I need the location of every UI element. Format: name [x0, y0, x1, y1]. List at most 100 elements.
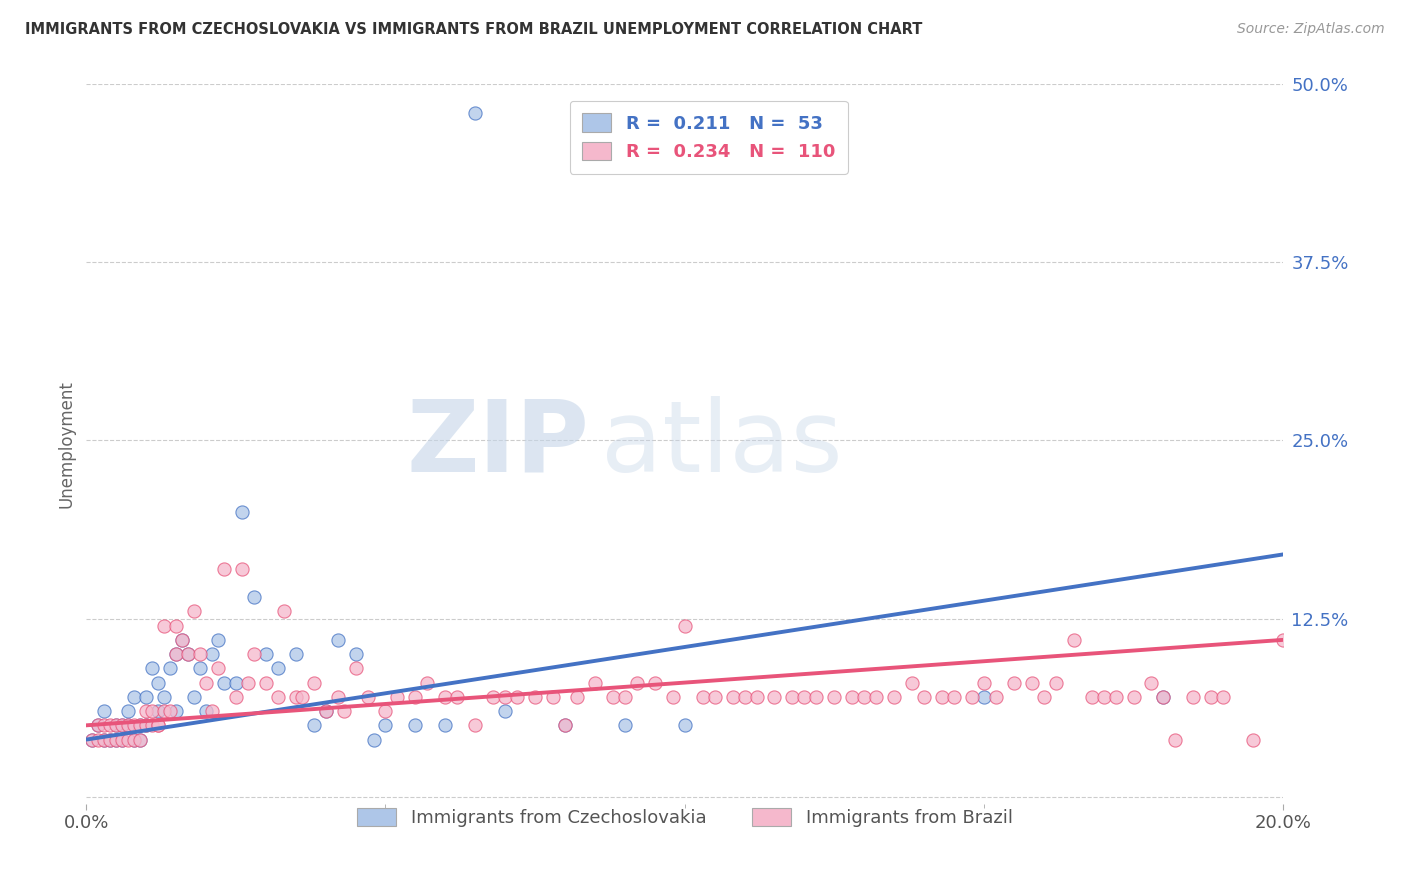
Point: [87, 718, 110, 732]
Point: [93, 704, 115, 718]
Point: [1201, 690, 1223, 704]
Point: [1104, 690, 1126, 704]
Point: [146, 718, 169, 732]
Point: [82, 732, 104, 747]
Point: [673, 718, 696, 732]
Point: [673, 618, 696, 632]
Point: [117, 704, 139, 718]
Point: [602, 690, 624, 704]
Point: [464, 718, 486, 732]
Point: [117, 718, 139, 732]
Point: [165, 704, 187, 718]
Point: [117, 718, 139, 732]
Point: [326, 632, 349, 647]
Point: [207, 632, 229, 647]
Point: [644, 675, 666, 690]
Point: [416, 675, 439, 690]
Point: [122, 690, 145, 704]
Point: [506, 690, 529, 704]
Point: [201, 704, 224, 718]
Point: [1140, 675, 1163, 690]
Point: [1122, 690, 1144, 704]
Point: [315, 704, 337, 718]
Point: [446, 690, 468, 704]
Point: [1182, 690, 1205, 704]
Point: [93, 732, 115, 747]
Point: [243, 647, 266, 661]
Point: [254, 675, 277, 690]
Point: [315, 704, 337, 718]
Point: [931, 690, 953, 704]
Point: [973, 675, 995, 690]
Point: [225, 675, 247, 690]
Point: [165, 647, 187, 661]
Text: ZIP: ZIP: [406, 395, 589, 492]
Point: [177, 647, 200, 661]
Point: [129, 718, 152, 732]
Point: [212, 675, 235, 690]
Point: [434, 690, 457, 704]
Point: [105, 732, 128, 747]
Legend: Immigrants from Czechoslovakia, Immigrants from Brazil: Immigrants from Czechoslovakia, Immigran…: [350, 800, 1019, 834]
Point: [141, 718, 163, 732]
Point: [541, 690, 564, 704]
Point: [912, 690, 935, 704]
Point: [1092, 690, 1115, 704]
Point: [153, 618, 176, 632]
Point: [1021, 675, 1043, 690]
Point: [387, 690, 409, 704]
Point: [734, 690, 756, 704]
Point: [231, 562, 253, 576]
Point: [122, 732, 145, 747]
Point: [901, 675, 924, 690]
Point: [183, 604, 205, 618]
Point: [806, 690, 828, 704]
Point: [434, 718, 457, 732]
Point: [129, 732, 152, 747]
Point: [93, 718, 115, 732]
Point: [356, 690, 378, 704]
Point: [146, 675, 169, 690]
Point: [745, 690, 768, 704]
Point: [1002, 675, 1025, 690]
Point: [146, 704, 169, 718]
Point: [703, 690, 725, 704]
Point: [105, 732, 128, 747]
Point: [159, 661, 181, 675]
Point: [793, 690, 815, 704]
Point: [284, 690, 307, 704]
Point: [129, 732, 152, 747]
Point: [404, 690, 426, 704]
Point: [494, 690, 516, 704]
Point: [267, 661, 290, 675]
Point: [135, 704, 157, 718]
Point: [960, 690, 983, 704]
Point: [613, 718, 636, 732]
Point: [111, 718, 134, 732]
Point: [374, 718, 396, 732]
Point: [494, 704, 516, 718]
Text: atlas: atlas: [600, 395, 842, 492]
Point: [111, 732, 134, 747]
Point: [153, 690, 176, 704]
Point: [661, 690, 683, 704]
Point: [823, 690, 845, 704]
Point: [267, 690, 290, 704]
Point: [482, 690, 505, 704]
Point: [1241, 732, 1264, 747]
Point: [122, 718, 145, 732]
Point: [853, 690, 876, 704]
Point: [1080, 690, 1102, 704]
Point: [212, 562, 235, 576]
Point: [374, 704, 396, 718]
Point: [141, 661, 163, 675]
Point: [363, 732, 385, 747]
Point: [111, 732, 134, 747]
Point: [1045, 675, 1067, 690]
Point: [87, 732, 110, 747]
Point: [1272, 632, 1295, 647]
Point: [82, 732, 104, 747]
Point: [1152, 690, 1174, 704]
Point: [194, 675, 217, 690]
Point: [177, 647, 200, 661]
